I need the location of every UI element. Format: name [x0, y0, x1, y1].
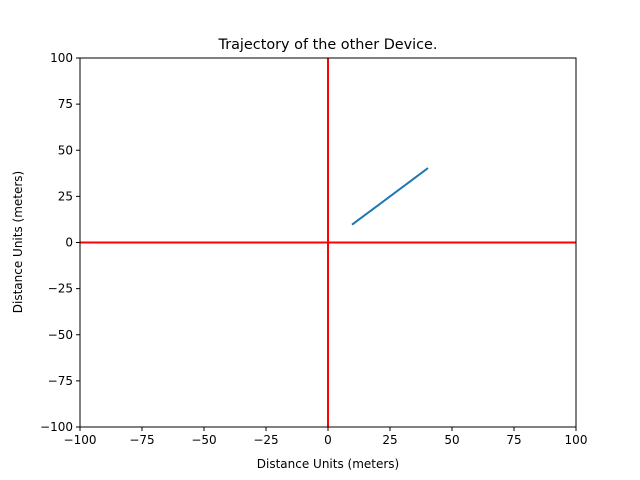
y-tick-label: 0 — [65, 236, 73, 250]
y-tick-label: −100 — [40, 420, 73, 434]
x-tick-label: −75 — [129, 433, 154, 447]
y-tick-label: −50 — [48, 328, 73, 342]
x-tick-label: 75 — [506, 433, 521, 447]
x-tick-label: 0 — [324, 433, 332, 447]
y-tick-label: 100 — [50, 51, 73, 65]
y-tick-label: 25 — [58, 189, 73, 203]
x-tick-label: −25 — [253, 433, 278, 447]
x-tick-label: 100 — [565, 433, 588, 447]
y-tick-label: −25 — [48, 282, 73, 296]
y-tick-label: 75 — [58, 97, 73, 111]
y-tick-label: 50 — [58, 143, 73, 157]
x-tick-label: 50 — [444, 433, 459, 447]
x-tick-label: −50 — [191, 433, 216, 447]
chart-title: Trajectory of the other Device. — [218, 37, 438, 53]
y-axis-label: Distance Units (meters) — [11, 171, 25, 314]
plot-area: −100 −75 −50 −25 0 25 50 75 100 −100 −75 −50 −25 0 25 5… — [40, 51, 587, 447]
x-tick-label: 25 — [382, 433, 397, 447]
series-line-0 — [351, 167, 429, 226]
y-tick-label: −75 — [48, 374, 73, 388]
x-axis-label: Distance Units (meters) — [257, 457, 400, 471]
x-tick-label: −100 — [64, 433, 97, 447]
